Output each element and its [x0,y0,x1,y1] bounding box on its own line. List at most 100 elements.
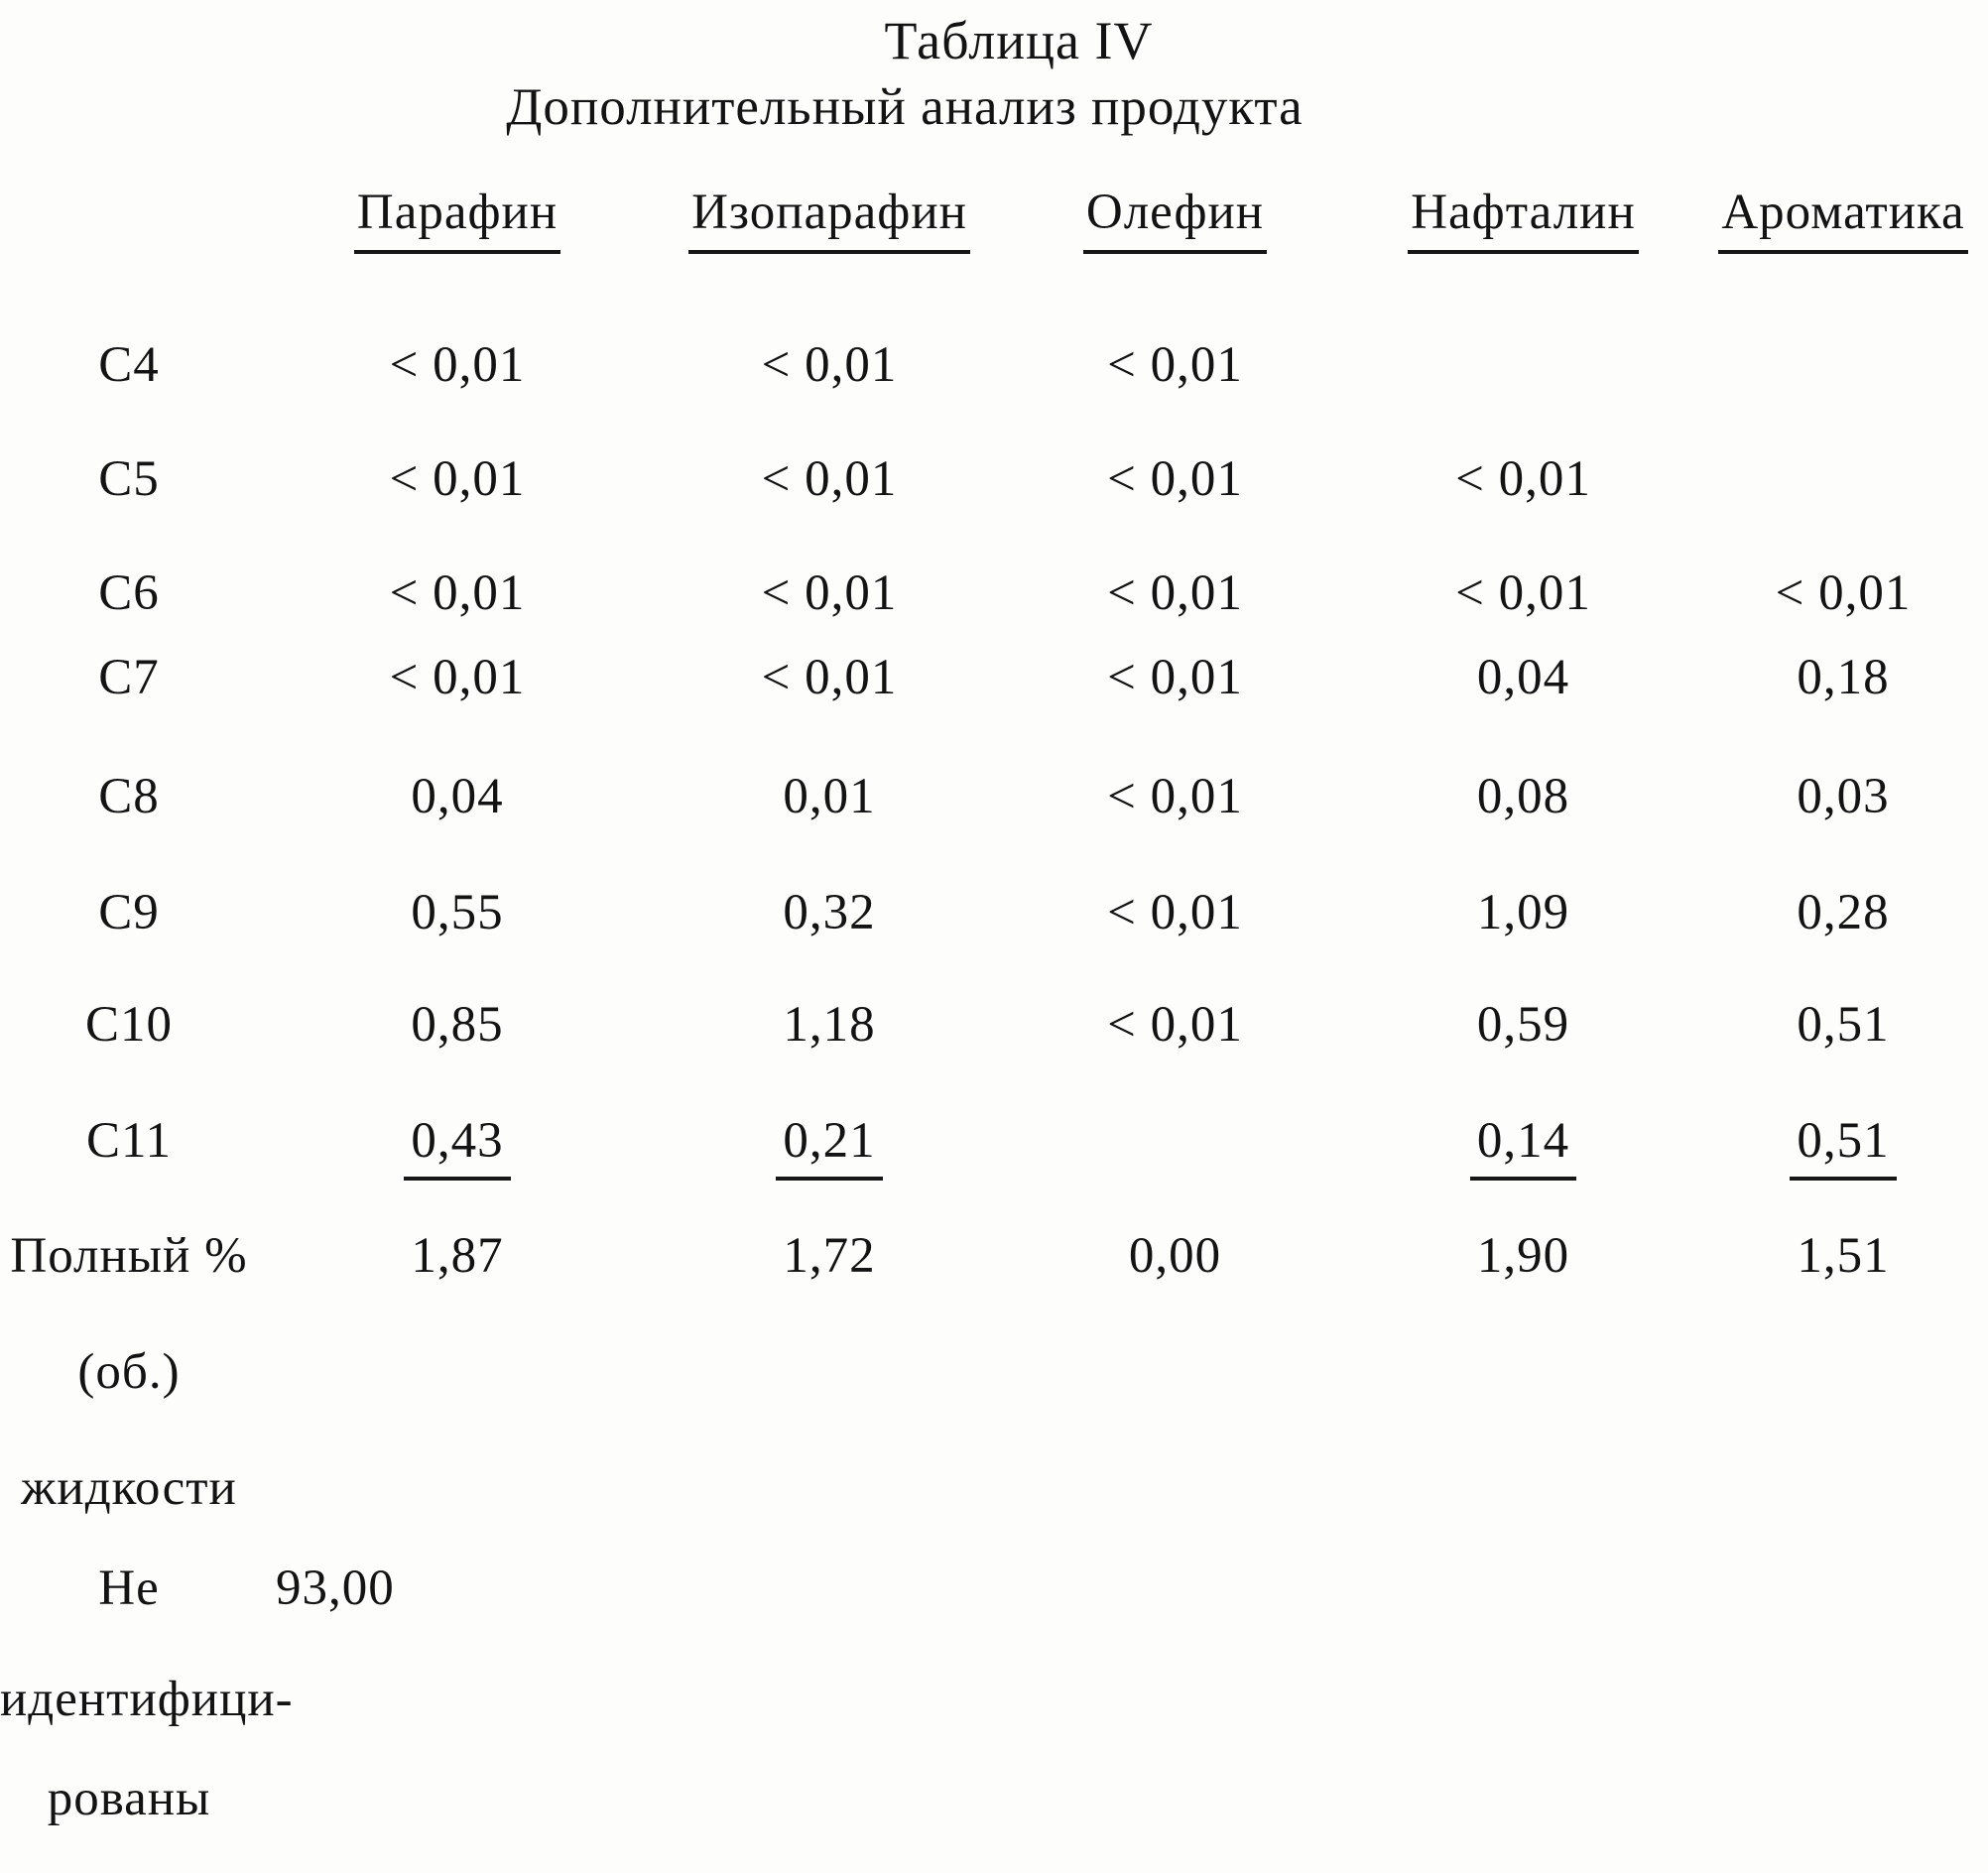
table-cell: < 0,01 [1002,334,1348,396]
table-cell: 1,09 [1348,882,1698,943]
table-cell: 0,14 [1348,1110,1698,1181]
table-cell: 0,00 [1002,1225,1348,1287]
cell-value: < 0,01 [1107,565,1243,621]
table-cell: < 0,01 [1002,882,1348,943]
row-label-continuation: (об.) [77,1344,181,1400]
table-cell: 0,28 [1698,882,1988,943]
cell-value: < 0,01 [1107,650,1243,705]
cell-value-underlined: 0,14 [1469,1110,1577,1181]
cell-value: < 0,01 [761,565,898,621]
table-cell: < 0,01 [258,647,657,708]
row-label-continuation: рованы [47,1771,211,1826]
header-spacer [0,182,258,254]
cell-value: 0,00 [1128,1228,1222,1284]
table-header-row: Парафин Изопарафин Олефин Нафталин Арома… [0,182,1988,254]
cell-value: 0,51 [1797,997,1890,1053]
cell-value: < 0,01 [1455,565,1591,621]
cell-value: < 0,01 [1107,769,1243,824]
cell-value: < 0,01 [761,451,898,507]
row-label: Полный % [10,1228,248,1284]
cell-value: 0,18 [1797,650,1890,705]
table-cell: < 0,01 [258,562,657,624]
table-cell: < 0,01 [1698,562,1988,624]
table-cell: < 0,01 [657,647,1002,708]
table-cell [1002,1110,1348,1181]
cell-value: 1,51 [1797,1228,1890,1284]
table-row-c4: C4 < 0,01 < 0,01 < 0,01 [0,334,1988,396]
table-cell: 1,90 [1348,1225,1698,1287]
table-cell: 0,01 [657,766,1002,827]
table-cell: < 0,01 [1002,647,1348,708]
table-cell [1348,334,1698,396]
table-cell: 1,87 [258,1225,657,1287]
row-label: C5 [98,451,160,507]
table-cell: 0,51 [1698,994,1988,1056]
column-header-naphthalene: Нафталин [1348,182,1698,254]
row-label: C10 [84,997,174,1053]
column-header-olefin: Олефин [1002,182,1348,254]
row-label: C7 [98,650,160,705]
cell-value: 0,55 [411,885,504,940]
table-cell: 0,08 [1348,766,1698,827]
column-header-label: Нафталин [1408,182,1639,254]
cell-value: < 0,01 [761,337,898,393]
table-title: Таблица IV [884,11,1154,70]
table-row-unidentified: Не 93,00 [0,1558,1988,1619]
table-cell: < 0,01 [1348,562,1698,624]
cell-value-underlined: 0,43 [404,1110,511,1181]
cell-value-underlined: 0,21 [776,1110,883,1181]
table-row-c7: C7 < 0,01 < 0,01 < 0,01 0,04 0,18 [0,647,1988,708]
row-label-continuation: идентифици- [0,1672,294,1727]
cell-value: 0,04 [1476,650,1570,705]
cell-value: 0,32 [783,885,876,940]
table-cell: 0,21 [657,1110,1002,1181]
table-row-c9: C9 0,55 0,32 < 0,01 1,09 0,28 [0,882,1988,943]
table-cell: 0,85 [258,994,657,1056]
cell-value: < 0,01 [1775,565,1912,621]
cell-value: 1,18 [783,997,876,1053]
cell-value: < 0,01 [389,565,526,621]
column-header-aromatics: Ароматика [1698,182,1988,254]
table-cell: 0,55 [258,882,657,943]
cell-value-underlined: 0,51 [1790,1110,1897,1181]
table-row-c5: C5 < 0,01 < 0,01 < 0,01 < 0,01 [0,448,1988,510]
table-cell: < 0,01 [657,562,1002,624]
cell-value: < 0,01 [761,650,898,705]
table-cell: < 0,01 [1002,448,1348,510]
table-cell: < 0,01 [258,334,657,396]
unidentified-label-continuation-line: рованы [0,1768,1988,1829]
table-cell: 93,00 [258,1558,657,1619]
row-label: C8 [98,769,160,824]
table-cell: 0,03 [1698,766,1988,827]
cell-value: < 0,01 [389,337,526,393]
row-label: Не [98,1561,160,1616]
cell-value: 0,01 [783,769,876,824]
cell-value: 1,09 [1476,885,1570,940]
table-cell: 1,72 [657,1225,1002,1287]
table-cell [1698,448,1988,510]
table-row-c6: C6 < 0,01 < 0,01 < 0,01 < 0,01 < 0,01 [0,562,1988,624]
table-cell: 0,32 [657,882,1002,943]
table-cell: 1,51 [1698,1225,1988,1287]
table-cell [1698,334,1988,396]
table-cell: 0,51 [1698,1110,1988,1181]
table-cell: < 0,01 [1002,766,1348,827]
cell-value: < 0,01 [1107,451,1243,507]
unidentified-label-continuation-line: идентифици- [0,1669,1988,1730]
cell-value: 1,87 [411,1228,504,1284]
table-cell: 0,04 [1348,647,1698,708]
row-label: C6 [98,565,160,621]
cell-value: 0,85 [411,997,504,1053]
total-label-continuation-line: (об.) [0,1341,1988,1403]
cell-value: 0,04 [411,769,504,824]
total-label-continuation-line: жидкости [0,1457,1988,1519]
table-cell: 0,18 [1698,647,1988,708]
column-header-label: Олефин [1082,182,1268,254]
cell-value: < 0,01 [1107,337,1243,393]
table-cell: < 0,01 [657,334,1002,396]
column-header-paraffin: Парафин [258,182,657,254]
cell-value: 0,08 [1476,769,1570,824]
row-label: C4 [98,337,160,393]
cell-value: 1,72 [783,1228,876,1284]
